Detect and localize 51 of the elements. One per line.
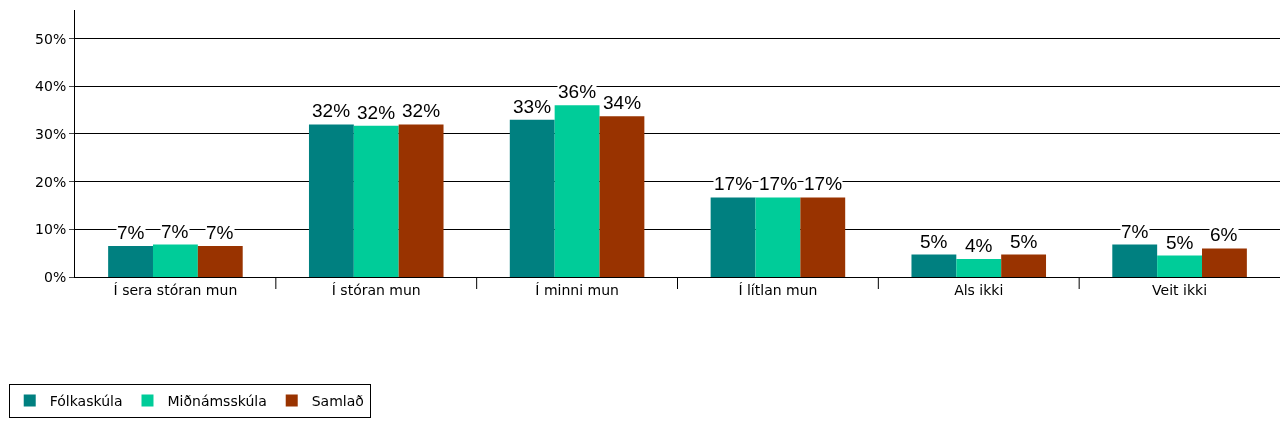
bar	[108, 246, 153, 277]
bar	[800, 197, 846, 277]
y-tick-label: 0%	[43, 268, 67, 285]
bar	[755, 197, 801, 277]
bar	[398, 124, 444, 277]
data-label: 7%	[1121, 221, 1149, 242]
data-label: 5%	[920, 231, 948, 252]
data-label: 17%	[759, 173, 798, 194]
y-tick-label: 50%	[35, 30, 67, 47]
y-tick-label: 10%	[35, 221, 67, 238]
legend-label: Fólkaskúla	[49, 392, 123, 409]
data-label: 4%	[965, 235, 993, 256]
data-label: 5%	[1010, 231, 1038, 252]
bar	[911, 254, 957, 277]
bar	[1001, 254, 1047, 277]
data-label: 17%	[714, 173, 753, 194]
x-tick-label: Í minni mun	[535, 281, 619, 298]
legend-label: Samlað	[311, 392, 364, 409]
data-label: 7%	[206, 222, 234, 243]
data-label: 32%	[312, 100, 351, 121]
data-label: 32%	[357, 102, 396, 123]
bar	[956, 258, 1002, 277]
x-tick-label: Als ikki	[954, 281, 1004, 298]
bar	[152, 244, 198, 277]
data-label: 33%	[513, 96, 552, 117]
data-label: 34%	[603, 92, 642, 113]
bar	[710, 197, 756, 277]
bar	[1112, 244, 1158, 277]
x-tick-label: Í stóran mun	[331, 281, 421, 298]
bar	[353, 125, 399, 277]
x-tick-label: Í lítlan mun	[738, 281, 818, 298]
bar	[308, 124, 354, 277]
bar	[599, 116, 645, 277]
x-tick-label: Í sera stóran mun	[113, 281, 238, 298]
bar	[509, 119, 555, 277]
data-label: 6%	[1210, 224, 1238, 245]
y-tick-label: 40%	[35, 78, 67, 95]
bar	[554, 105, 600, 277]
data-label: 17%	[804, 173, 843, 194]
x-tick-label: Veit ikki	[1152, 281, 1208, 298]
y-tick-label: 20%	[35, 173, 67, 190]
y-tick-label: 30%	[35, 125, 67, 142]
bar	[197, 246, 243, 277]
data-label: 5%	[1166, 232, 1194, 253]
data-label: 7%	[161, 221, 189, 242]
data-label: 32%	[402, 100, 441, 121]
data-label: 36%	[558, 81, 597, 102]
data-label: 7%	[117, 222, 145, 243]
bar	[1202, 248, 1247, 277]
bar	[1157, 255, 1203, 277]
legend-label: Miðnámsskúla	[167, 392, 267, 409]
